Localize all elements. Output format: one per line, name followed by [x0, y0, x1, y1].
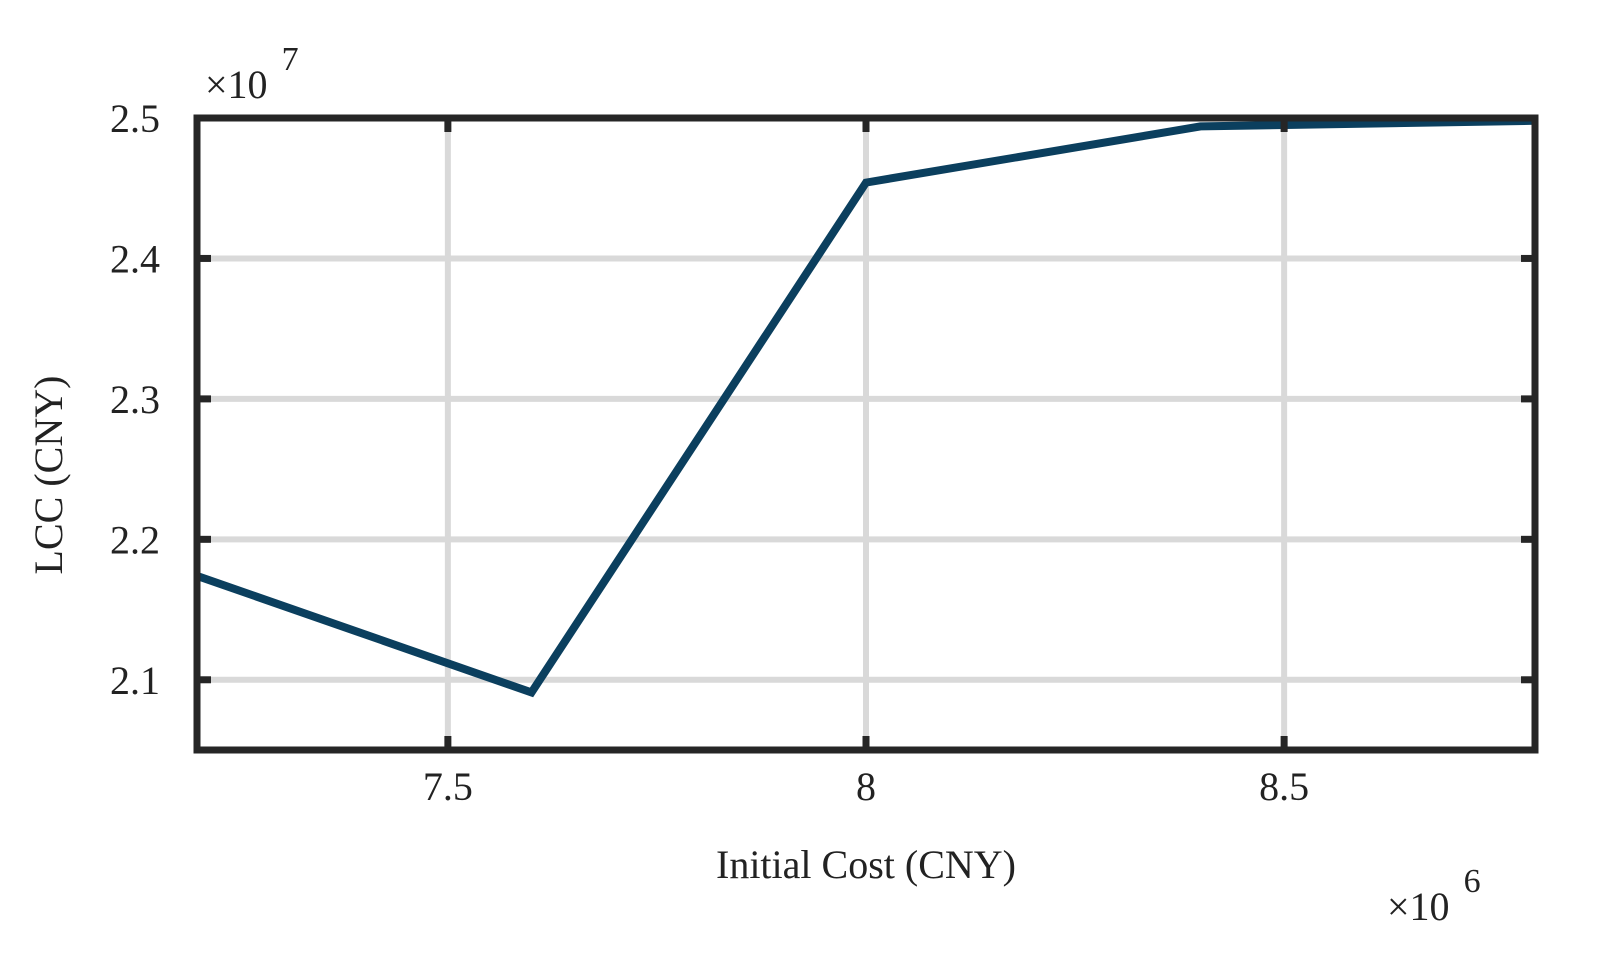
y-tick-label: 2.4: [110, 236, 160, 281]
y-tick-label: 2.3: [110, 377, 160, 422]
grid: [197, 115, 1535, 750]
ticks: 7.5 8 8.5 2.1 2.2 2.3 2.4 2.5: [110, 96, 1535, 809]
x-tick-label: 8: [856, 764, 876, 809]
x-tick-label: 7.5: [423, 764, 473, 809]
y-multiplier-base: ×10: [205, 62, 268, 107]
x-tick-label: 8.5: [1259, 764, 1309, 809]
y-tick-label: 2.2: [110, 517, 160, 562]
x-axis-label: Initial Cost (CNY): [716, 842, 1016, 887]
y-axis-label: LCC (CNY): [26, 376, 71, 575]
x-multiplier: ×10 6: [1387, 863, 1481, 929]
data-line: [197, 118, 1535, 698]
y-multiplier-exponent: 7: [282, 41, 299, 78]
plot-area: [197, 118, 1535, 698]
x-multiplier-exponent: 6: [1464, 863, 1481, 900]
y-multiplier: ×10 7: [205, 41, 299, 107]
x-multiplier-base: ×10: [1387, 884, 1450, 929]
y-tick-label: 2.1: [110, 658, 160, 703]
y-tick-label: 2.5: [110, 96, 160, 141]
